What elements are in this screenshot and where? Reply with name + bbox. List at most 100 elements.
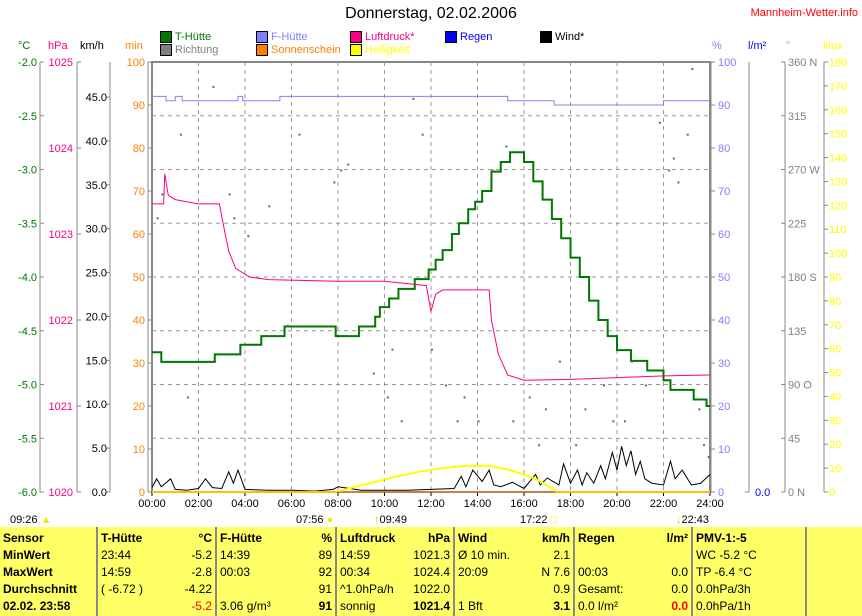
table-cell: -5.2 [191, 548, 212, 562]
table-cell: ^1.0hPa/h [340, 582, 394, 596]
legend-item: Richtung [160, 44, 218, 56]
unit-min: min [125, 40, 143, 52]
legend-label: Sonnenschein [271, 44, 341, 56]
axis-label-klux: 20 [829, 439, 841, 451]
table-cell: hPa [427, 531, 450, 545]
axis-label-deg: 135 [788, 326, 806, 338]
table-column-luftdruck: Luftdruck hPa 14:59 1021.3 00:34 1024.4 ^1.0hP… [337, 527, 455, 616]
table-cell: 0.0 l/m² [578, 599, 619, 613]
legend-swatch [350, 44, 362, 56]
table-cell: Sensor [3, 531, 44, 545]
table-cell: 23:44 [101, 548, 132, 562]
event-time: 09:26 [10, 514, 38, 526]
table-cell: 14:59 [340, 548, 371, 562]
table-row: Wind km/h [458, 530, 570, 547]
axis-label-min: 40 [133, 315, 145, 327]
legend-label: Regen [460, 31, 493, 43]
axis-label-pct: 80 [718, 143, 730, 155]
legend-swatch [256, 44, 268, 56]
axis-label-kmh: 30.0 [86, 224, 107, 236]
direction-point [677, 181, 680, 184]
axis-label-hpa: 1020 [49, 487, 73, 499]
table-cell: T-Hütte [101, 531, 143, 545]
table-cell: 1021.3 [413, 548, 450, 562]
direction-point [372, 372, 375, 375]
axis-label-kmh: 40.0 [86, 136, 107, 148]
axis-label-hpa: 1024 [49, 143, 73, 155]
legend-label: Luftdruck* [365, 31, 415, 43]
event-time: 07:56 [296, 514, 324, 526]
table-cell: Ø 10 min. [458, 548, 511, 562]
direction-point [668, 169, 671, 172]
direction-point [412, 97, 415, 100]
axis-label-celsius: -4.5 [18, 326, 37, 338]
table-cell: WC -5.2 °C [696, 548, 757, 562]
axis-label-deg: 270 W [788, 165, 820, 177]
axis-label-celsius: -6.0 [18, 487, 37, 499]
table-cell: 89 [318, 548, 332, 562]
direction-point [575, 444, 578, 447]
table-cell: Gesamt: [578, 582, 624, 596]
axis-label-min: 80 [133, 143, 145, 155]
direction-point [491, 169, 494, 172]
direction-point [212, 85, 215, 88]
table-row: 0.0hPa/3h [696, 581, 802, 598]
direction-point [233, 217, 236, 220]
sun-icon: ● [326, 514, 334, 526]
axis-label-deg: 90 O [788, 380, 812, 392]
series-luftdruck-line [152, 173, 711, 381]
axis-label-pct: 60 [718, 229, 730, 241]
axis-label-pct: 50 [718, 272, 730, 284]
direction-point [391, 348, 394, 351]
table-row: 0.9 [458, 581, 570, 598]
axis-label-klux: 40 [829, 391, 841, 403]
axis-label-klux: 90 [829, 272, 841, 284]
table-cell: 1022.0 [413, 582, 450, 596]
unit-deg: ° [786, 40, 791, 52]
table-column-sensor: Sensor MinWert MaxWert Durchschnitt 02.02. 2… [0, 527, 98, 616]
table-row: 00:03 0.0 [578, 564, 688, 581]
event-time: 17:22 [520, 514, 548, 526]
table-cell: MaxWert [3, 565, 53, 579]
direction-point [386, 396, 389, 399]
legend-label: Wind* [555, 31, 585, 43]
legend-label: Helligkeit [365, 44, 410, 56]
table-row: 00:03 92 [220, 564, 332, 581]
arrow-up-icon: ↑ [374, 514, 380, 526]
table-cell: 00:03 [578, 565, 609, 579]
legend-item: Regen [445, 31, 492, 43]
chart-title: Donnerstag, 02.02.2006 [345, 5, 517, 22]
table-row: Regen l/m² [578, 530, 688, 547]
legend-item: Wind* [540, 31, 584, 43]
x-tick-label: 06:00 [278, 498, 306, 510]
unit-rain: l/m² [748, 40, 767, 52]
axis-label-celsius: -2.0 [18, 57, 37, 69]
x-tick-label: 04:00 [231, 498, 259, 510]
direction-point [186, 396, 189, 399]
table-cell: MinWert [3, 548, 51, 562]
table-row: 00:34 1024.4 [340, 564, 450, 581]
axis-label-min: 70 [133, 186, 145, 198]
table-row: 23:44 -5.2 [101, 547, 212, 564]
table-row: Gesamt: 0.0 [578, 581, 688, 598]
table-row: Luftdruck hPa [340, 530, 450, 547]
legend-label: F-Hütte [271, 31, 308, 43]
axis-label-min: 50 [133, 272, 145, 284]
axis-label-deg: 315 [788, 111, 806, 123]
direction-point [644, 384, 647, 387]
table-column-t-huette: T-Hütte °C 23:44 -5.2 14:59 -2.8 ( -6.72 ) -4.2… [98, 527, 217, 616]
direction-point [584, 408, 587, 411]
axis-label-min: 60 [133, 229, 145, 241]
site-link[interactable]: Mannheim-Wetter.info [750, 7, 858, 19]
axis-label-celsius: -3.0 [18, 165, 37, 177]
direction-point [512, 420, 515, 423]
direction-point [477, 420, 480, 423]
axis-label-klux: 70 [829, 320, 841, 332]
axis-label-celsius: -3.5 [18, 218, 37, 230]
legend-swatch [540, 31, 552, 43]
axis-label-pct: 10 [718, 444, 730, 456]
table-cell: °C [198, 531, 212, 545]
table-cell: 2.1 [553, 548, 570, 562]
unit-kmh: km/h [80, 40, 104, 52]
